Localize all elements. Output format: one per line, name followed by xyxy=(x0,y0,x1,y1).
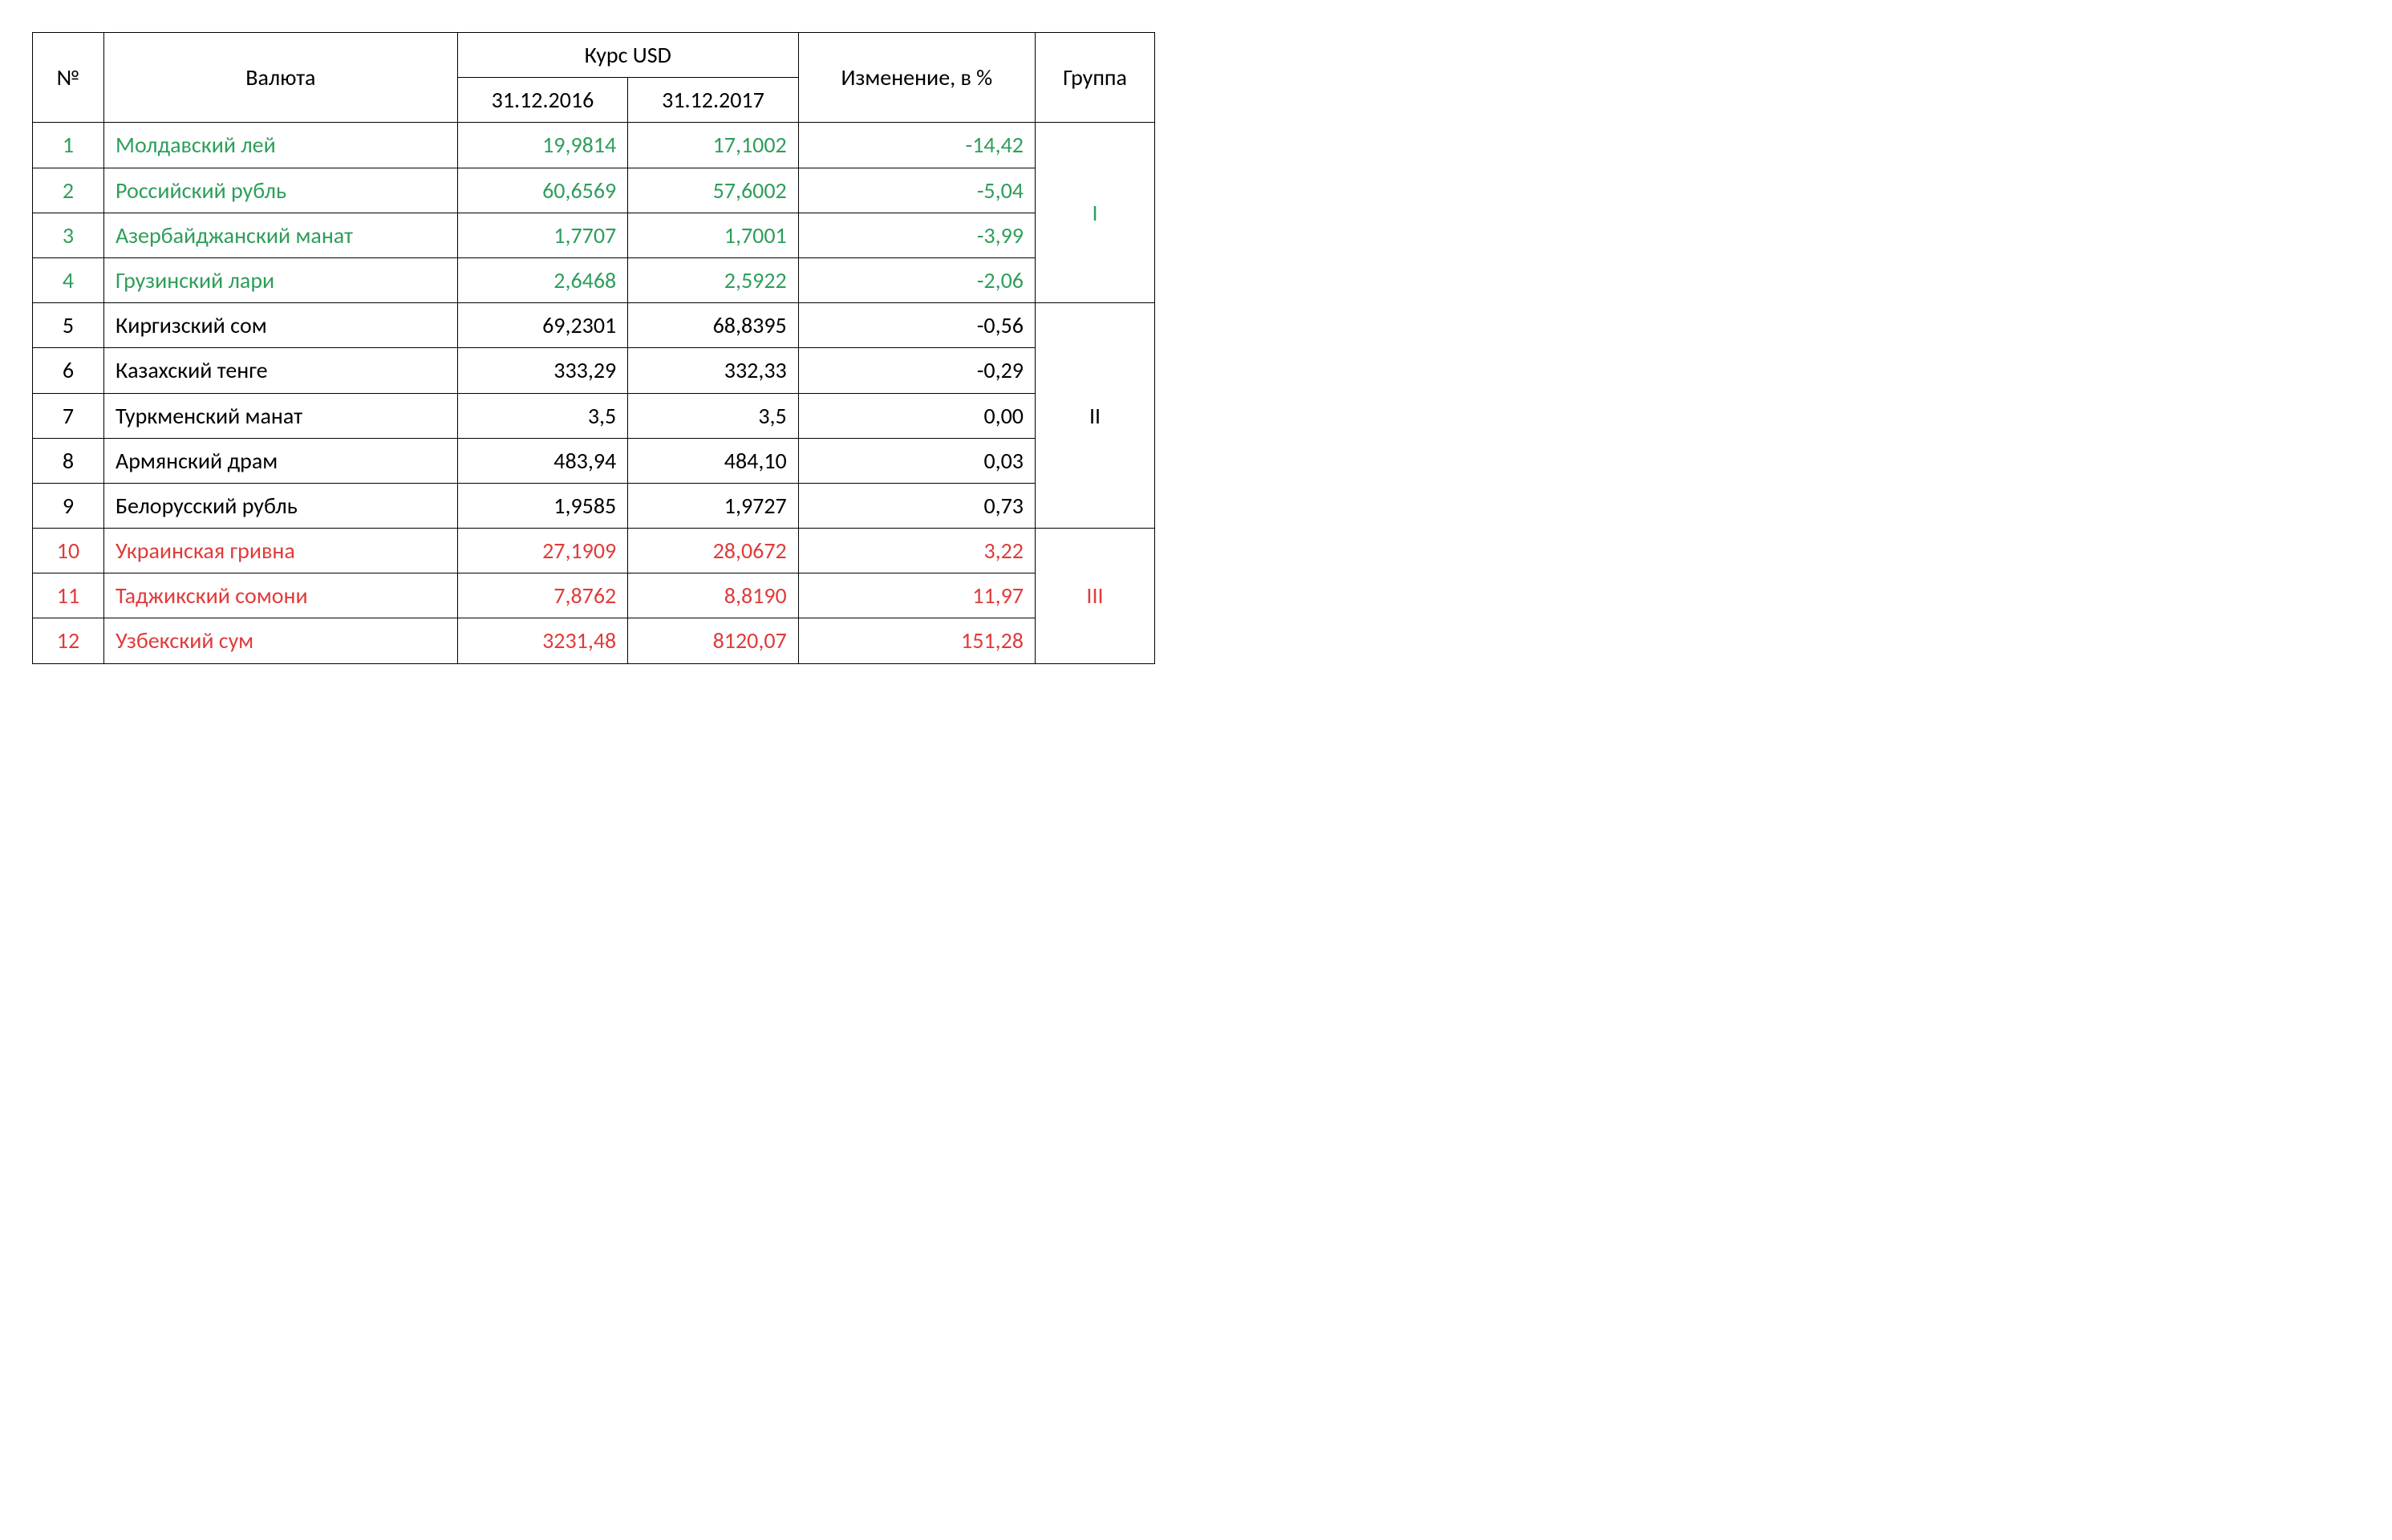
cell-rate-2017: 57,6002 xyxy=(628,168,798,213)
cell-rate-2016: 1,9585 xyxy=(457,483,627,528)
cell-rate-2016: 3231,48 xyxy=(457,618,627,663)
cell-num: 5 xyxy=(33,303,104,348)
cell-change: -0,29 xyxy=(798,348,1035,393)
currency-table: № Валюта Курс USD Изменение, в % Группа … xyxy=(32,32,1155,664)
cell-rate-2017: 1,9727 xyxy=(628,483,798,528)
cell-num: 6 xyxy=(33,348,104,393)
cell-rate-2017: 484,10 xyxy=(628,438,798,483)
col-header-num: № xyxy=(33,33,104,123)
table-row: 8Армянский драм483,94484,100,03 xyxy=(33,438,1155,483)
table-row: 6Казахский тенге333,29332,33-0,29 xyxy=(33,348,1155,393)
cell-group: I xyxy=(1036,123,1155,303)
table-row: 12Узбекский сум3231,488120,07151,28 xyxy=(33,618,1155,663)
table-row: 10Украинская гривна27,190928,06723,22III xyxy=(33,529,1155,573)
cell-change: 0,00 xyxy=(798,393,1035,438)
cell-group: II xyxy=(1036,303,1155,529)
cell-num: 9 xyxy=(33,483,104,528)
cell-change: -2,06 xyxy=(798,257,1035,302)
cell-rate-2016: 19,9814 xyxy=(457,123,627,168)
col-header-rate-2017: 31.12.2017 xyxy=(628,78,798,123)
cell-currency: Азербайджанский манат xyxy=(104,213,458,257)
cell-currency: Киргизский сом xyxy=(104,303,458,348)
cell-rate-2016: 27,1909 xyxy=(457,529,627,573)
cell-currency: Туркменский манат xyxy=(104,393,458,438)
cell-rate-2016: 483,94 xyxy=(457,438,627,483)
table-row: 7Туркменский манат3,53,50,00 xyxy=(33,393,1155,438)
cell-rate-2017: 8,8190 xyxy=(628,573,798,618)
cell-currency: Российский рубль xyxy=(104,168,458,213)
cell-currency: Армянский драм xyxy=(104,438,458,483)
table-row: 3Азербайджанский манат1,77071,7001-3,99 xyxy=(33,213,1155,257)
cell-rate-2016: 60,6569 xyxy=(457,168,627,213)
cell-num: 11 xyxy=(33,573,104,618)
cell-num: 10 xyxy=(33,529,104,573)
cell-num: 1 xyxy=(33,123,104,168)
cell-change: 3,22 xyxy=(798,529,1035,573)
cell-num: 12 xyxy=(33,618,104,663)
cell-change: 0,03 xyxy=(798,438,1035,483)
table-row: 9Белорусский рубль1,95851,97270,73 xyxy=(33,483,1155,528)
cell-rate-2016: 333,29 xyxy=(457,348,627,393)
cell-rate-2017: 2,5922 xyxy=(628,257,798,302)
table-row: 2Российский рубль60,656957,6002-5,04 xyxy=(33,168,1155,213)
cell-change: -0,56 xyxy=(798,303,1035,348)
cell-rate-2016: 2,6468 xyxy=(457,257,627,302)
cell-change: -5,04 xyxy=(798,168,1035,213)
table-row: 5Киргизский сом69,230168,8395-0,56II xyxy=(33,303,1155,348)
cell-currency: Белорусский рубль xyxy=(104,483,458,528)
cell-currency: Узбекский сум xyxy=(104,618,458,663)
col-header-group: Группа xyxy=(1036,33,1155,123)
cell-change: 11,97 xyxy=(798,573,1035,618)
table-row: 11Таджикский сомони7,87628,819011,97 xyxy=(33,573,1155,618)
cell-change: 151,28 xyxy=(798,618,1035,663)
cell-rate-2017: 8120,07 xyxy=(628,618,798,663)
cell-rate-2017: 28,0672 xyxy=(628,529,798,573)
table-row: 1Молдавский лей19,981417,1002-14,42I xyxy=(33,123,1155,168)
cell-rate-2017: 68,8395 xyxy=(628,303,798,348)
cell-change: -14,42 xyxy=(798,123,1035,168)
cell-change: 0,73 xyxy=(798,483,1035,528)
cell-rate-2016: 7,8762 xyxy=(457,573,627,618)
cell-rate-2017: 17,1002 xyxy=(628,123,798,168)
col-header-rate-2016: 31.12.2016 xyxy=(457,78,627,123)
cell-rate-2016: 69,2301 xyxy=(457,303,627,348)
cell-num: 4 xyxy=(33,257,104,302)
cell-num: 2 xyxy=(33,168,104,213)
cell-rate-2016: 3,5 xyxy=(457,393,627,438)
table-row: 4Грузинский лари2,64682,5922-2,06 xyxy=(33,257,1155,302)
cell-rate-2017: 332,33 xyxy=(628,348,798,393)
col-header-change: Изменение, в % xyxy=(798,33,1035,123)
cell-num: 7 xyxy=(33,393,104,438)
cell-num: 8 xyxy=(33,438,104,483)
cell-group: III xyxy=(1036,529,1155,664)
cell-rate-2016: 1,7707 xyxy=(457,213,627,257)
cell-currency: Таджикский сомони xyxy=(104,573,458,618)
col-header-currency: Валюта xyxy=(104,33,458,123)
cell-currency: Грузинский лари xyxy=(104,257,458,302)
cell-rate-2017: 3,5 xyxy=(628,393,798,438)
col-header-rate: Курс USD xyxy=(457,33,798,78)
cell-currency: Украинская гривна xyxy=(104,529,458,573)
cell-rate-2017: 1,7001 xyxy=(628,213,798,257)
cell-currency: Казахский тенге xyxy=(104,348,458,393)
cell-num: 3 xyxy=(33,213,104,257)
cell-currency: Молдавский лей xyxy=(104,123,458,168)
cell-change: -3,99 xyxy=(798,213,1035,257)
